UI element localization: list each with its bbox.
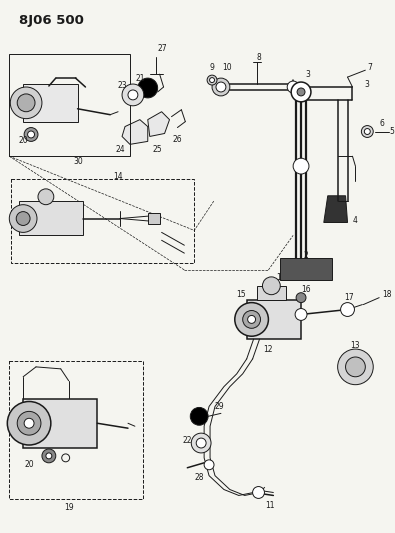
Text: 3: 3	[365, 79, 370, 88]
Text: 2: 2	[304, 251, 308, 260]
Text: 15: 15	[236, 290, 246, 299]
Circle shape	[190, 407, 208, 425]
Circle shape	[196, 438, 206, 448]
Text: 20: 20	[24, 461, 34, 469]
Circle shape	[287, 81, 299, 93]
Circle shape	[24, 418, 34, 428]
Circle shape	[364, 128, 370, 134]
Text: 16: 16	[301, 285, 311, 294]
Circle shape	[293, 158, 309, 174]
Circle shape	[243, 311, 260, 328]
Bar	[23, 84, 77, 122]
Bar	[9, 54, 130, 156]
Circle shape	[252, 487, 265, 498]
Bar	[256, 286, 286, 300]
Text: 5: 5	[389, 127, 394, 136]
Text: 10: 10	[222, 63, 232, 72]
Text: 6: 6	[380, 119, 385, 128]
Circle shape	[346, 357, 365, 377]
Text: 14: 14	[113, 172, 123, 181]
Circle shape	[9, 205, 37, 232]
Circle shape	[235, 303, 269, 336]
Circle shape	[10, 87, 42, 119]
Circle shape	[138, 78, 158, 98]
Text: 27: 27	[158, 44, 167, 53]
Bar	[246, 300, 301, 339]
Circle shape	[128, 90, 138, 100]
Text: 9: 9	[210, 63, 214, 72]
Bar	[280, 258, 332, 280]
Circle shape	[338, 349, 373, 385]
Polygon shape	[122, 119, 148, 144]
Text: 11: 11	[266, 501, 275, 510]
Text: 1: 1	[276, 273, 281, 282]
Bar	[11, 179, 194, 263]
Circle shape	[28, 131, 34, 138]
Text: 28: 28	[194, 473, 204, 482]
Circle shape	[17, 411, 41, 435]
Polygon shape	[324, 196, 348, 222]
Circle shape	[122, 84, 144, 106]
Text: 21: 21	[135, 74, 145, 83]
Circle shape	[291, 82, 311, 102]
Circle shape	[16, 212, 30, 225]
Text: 8: 8	[256, 53, 261, 62]
Circle shape	[8, 401, 51, 445]
Circle shape	[216, 82, 226, 92]
Text: 25: 25	[153, 145, 162, 154]
Text: 24: 24	[115, 145, 125, 154]
Bar	[19, 201, 83, 236]
Circle shape	[42, 449, 56, 463]
Circle shape	[191, 433, 211, 453]
Circle shape	[263, 277, 280, 295]
Circle shape	[295, 309, 307, 320]
Circle shape	[46, 453, 52, 459]
Circle shape	[340, 303, 354, 317]
Text: 7: 7	[367, 63, 372, 72]
Text: 20: 20	[18, 136, 28, 145]
Circle shape	[212, 78, 230, 96]
Text: 19: 19	[64, 503, 73, 512]
Text: 12: 12	[263, 344, 273, 353]
Text: 26: 26	[173, 135, 182, 144]
Text: 4: 4	[353, 216, 358, 225]
Polygon shape	[148, 112, 169, 136]
Bar	[148, 213, 160, 224]
Circle shape	[361, 126, 373, 138]
Bar	[23, 399, 97, 448]
Text: 13: 13	[351, 341, 360, 350]
Text: 8J06 500: 8J06 500	[19, 14, 84, 27]
Circle shape	[38, 189, 54, 205]
Text: 29: 29	[214, 402, 224, 411]
Circle shape	[204, 460, 214, 470]
Circle shape	[207, 75, 217, 85]
Text: 22: 22	[182, 435, 192, 445]
Circle shape	[297, 88, 305, 96]
Circle shape	[24, 127, 38, 141]
Text: 23: 23	[117, 80, 127, 90]
Bar	[9, 361, 143, 499]
Text: 3: 3	[306, 70, 310, 79]
Text: 17: 17	[345, 293, 354, 302]
Text: 18: 18	[382, 290, 392, 299]
Circle shape	[248, 316, 256, 324]
Circle shape	[17, 94, 35, 112]
Circle shape	[296, 293, 306, 303]
Text: 30: 30	[73, 157, 83, 166]
Circle shape	[210, 78, 214, 83]
